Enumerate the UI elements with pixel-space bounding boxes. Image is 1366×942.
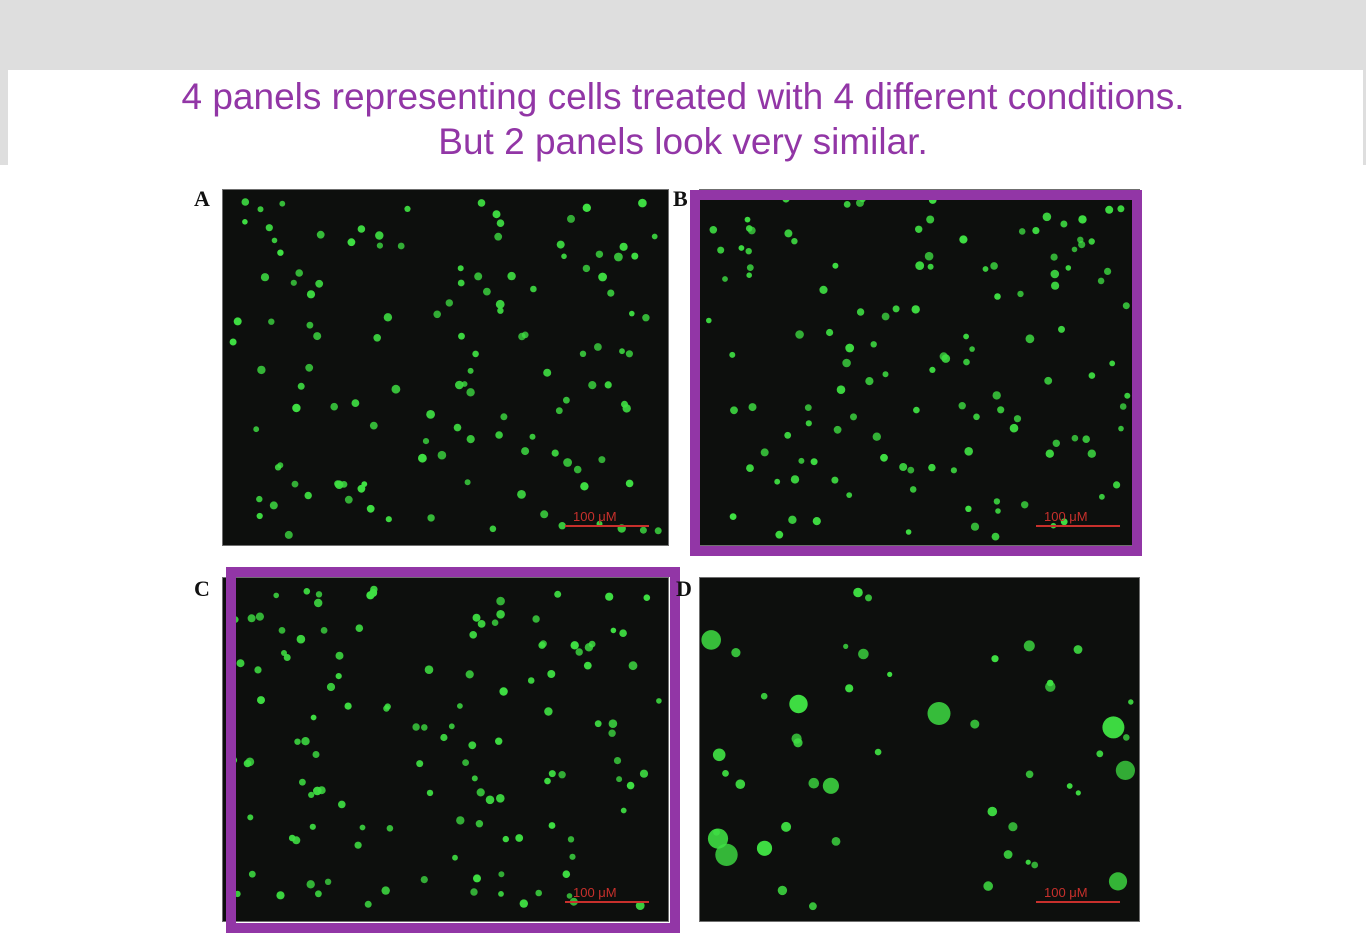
scale-bar-line: [565, 901, 649, 903]
caption-line-2: But 2 panels look very similar.: [438, 121, 928, 162]
micrograph-panel-b: 100 μM: [699, 189, 1140, 546]
micrograph-panel-c: 100 μM: [222, 577, 669, 922]
micrograph-panel-d: 100 μM: [699, 577, 1140, 922]
panel-a-label: A: [194, 186, 210, 211]
scale-bar-line: [1036, 901, 1120, 903]
scale-bar-label: 100 μM: [573, 509, 617, 524]
panel-b-label: B: [673, 186, 688, 211]
caption-line-1: 4 panels representing cells treated with…: [181, 76, 1185, 117]
slide-caption: 4 panels representing cells treated with…: [0, 74, 1366, 164]
slide-side-band-right: [1363, 70, 1366, 165]
panel-c-label: C: [194, 576, 210, 601]
scale-bar-line: [565, 525, 649, 527]
scale-bar-label: 100 μM: [1044, 509, 1088, 524]
panel-d-label: D: [676, 576, 692, 601]
slide-side-band-left: [0, 70, 8, 165]
micrograph-panel-a: 100 μM: [222, 189, 669, 546]
scale-bar-label: 100 μM: [1044, 885, 1088, 900]
scale-bar-line: [1036, 525, 1120, 527]
scale-bar-label: 100 μM: [573, 885, 617, 900]
slide-header-band: [0, 0, 1366, 70]
